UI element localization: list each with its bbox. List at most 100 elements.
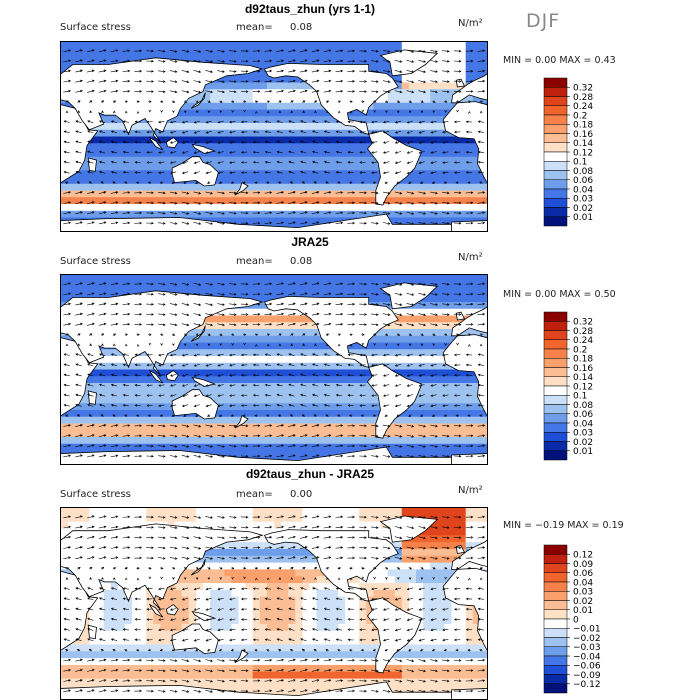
- wind-stress-arrow: [432, 343, 436, 347]
- wind-stress-arrow: [323, 282, 332, 285]
- wind-stress-arrow: [87, 607, 94, 611]
- wind-stress-arrow: [229, 536, 237, 540]
- wind-stress-arrow: [418, 638, 425, 642]
- wind-stress-arrow: [371, 80, 379, 83]
- wind-stress-arrow: [181, 689, 190, 693]
- colorbar-level-label: 0.08: [573, 167, 593, 177]
- wind-stress-arrow: [98, 79, 107, 83]
- wind-stress-arrow: [98, 191, 107, 194]
- wind-stress-arrow: [347, 353, 354, 357]
- wind-stress-arrow: [110, 363, 118, 367]
- wind-stress-arrow: [406, 90, 415, 94]
- wind-stress-arrow: [453, 120, 461, 124]
- panel-1-colorbar-svg: 0.320.280.240.20.180.160.140.120.10.080.…: [543, 77, 593, 227]
- wind-stress-arrow: [337, 100, 341, 104]
- wind-stress-arrow: [100, 567, 105, 570]
- colorbar-swatch: [543, 646, 568, 657]
- wind-stress-arrow: [193, 201, 202, 205]
- colorbar-swatch: [543, 358, 568, 368]
- wind-stress-arrow: [193, 363, 200, 367]
- panel-3-title: d92taus_zhun - JRA25: [245, 467, 375, 481]
- panel-1-max-value: 0.43: [594, 55, 616, 66]
- wind-stress-arrow: [406, 546, 415, 550]
- panel-2-mean-value: 0.08: [290, 256, 313, 267]
- wind-stress-arrow: [288, 79, 296, 83]
- wind-stress-arrow: [63, 393, 70, 397]
- wind-stress-arrow: [347, 597, 354, 601]
- wind-stress-arrow: [146, 556, 154, 560]
- colorbar-level-label: −0.09: [573, 671, 601, 681]
- wind-stress-arrow: [311, 191, 320, 194]
- wind-stress-arrow: [75, 353, 82, 356]
- wind-stress-arrow: [325, 649, 329, 652]
- wind-stress-arrow: [98, 434, 107, 437]
- wind-stress-arrow: [75, 312, 83, 316]
- wind-stress-arrow: [110, 201, 119, 204]
- wind-stress-arrow: [335, 323, 344, 326]
- coastline-layer: [61, 515, 487, 699]
- wind-stress-arrow: [63, 658, 72, 662]
- wind-stress-arrow: [63, 282, 72, 285]
- wind-stress-arrow: [444, 110, 447, 113]
- wind-stress-arrow: [442, 556, 450, 560]
- wind-stress-arrow: [169, 455, 178, 458]
- wind-stress-arrow: [252, 171, 260, 174]
- panel-1-units: N/m²: [458, 18, 483, 29]
- wind-stress-arrow: [75, 393, 82, 397]
- wind-stress-arrow: [122, 312, 131, 316]
- wind-stress-arrow: [371, 49, 379, 53]
- wind-stress-arrow: [347, 130, 354, 134]
- wind-stress-arrow: [98, 525, 107, 529]
- wind-stress-arrow: [288, 373, 295, 377]
- wind-stress-arrow: [406, 80, 415, 84]
- wind-stress-arrow: [477, 130, 484, 134]
- wind-stress-arrow: [98, 69, 107, 73]
- wind-stress-arrow: [453, 303, 462, 306]
- wind-stress-arrow: [276, 322, 285, 326]
- wind-stress-arrow: [87, 221, 95, 225]
- wind-stress-arrow: [347, 424, 356, 427]
- colorbar-swatch: [543, 142, 568, 153]
- wind-stress-arrow: [359, 597, 366, 601]
- wind-stress-arrow: [396, 648, 400, 652]
- wind-stress-arrow: [240, 282, 249, 286]
- wind-stress-arrow: [181, 313, 190, 317]
- wind-stress-arrow: [288, 587, 295, 590]
- wind-stress-arrow: [396, 110, 400, 114]
- wind-stress-arrow: [361, 576, 365, 580]
- colorbar-level-label: 0.28: [573, 327, 593, 337]
- wind-stress-arrow: [240, 191, 249, 195]
- wind-stress-arrow: [418, 424, 426, 428]
- wind-stress-arrow: [195, 100, 199, 103]
- wind-stress-arrow: [430, 394, 437, 397]
- wind-stress-arrow: [181, 618, 189, 621]
- wind-stress-arrow: [134, 525, 143, 529]
- wind-stress-arrow: [382, 434, 391, 438]
- wind-stress-arrow: [477, 404, 484, 407]
- wind-stress-arrow: [359, 221, 367, 225]
- wind-stress-arrow: [169, 120, 177, 124]
- wind-stress-arrow: [193, 151, 200, 154]
- wind-stress-arrow: [252, 130, 260, 134]
- wind-stress-arrow: [63, 597, 70, 601]
- wind-stress-arrow: [276, 556, 285, 560]
- wind-stress-arrow: [217, 363, 224, 367]
- wind-stress-arrow: [465, 323, 474, 326]
- wind-stress-arrow: [231, 100, 235, 103]
- wind-stress-arrow: [205, 628, 212, 632]
- wind-stress-arrow: [229, 313, 237, 316]
- wind-stress-arrow: [181, 293, 190, 296]
- wind-stress-arrow: [217, 434, 225, 438]
- wind-stress-arrow: [442, 191, 450, 195]
- wind-stress-arrow: [373, 110, 376, 113]
- wind-stress-arrow: [158, 638, 165, 642]
- wind-stress-arrow: [382, 638, 390, 642]
- wind-stress-arrow: [252, 211, 261, 215]
- colorbar-level-label: 0.04: [573, 185, 593, 195]
- wind-stress-arrow: [146, 201, 154, 205]
- wind-stress-arrow: [465, 424, 474, 427]
- wind-stress-arrow: [252, 434, 261, 438]
- wind-stress-arrow: [323, 201, 332, 204]
- wind-stress-arrow: [134, 80, 143, 83]
- wind-stress-arrow: [240, 628, 248, 631]
